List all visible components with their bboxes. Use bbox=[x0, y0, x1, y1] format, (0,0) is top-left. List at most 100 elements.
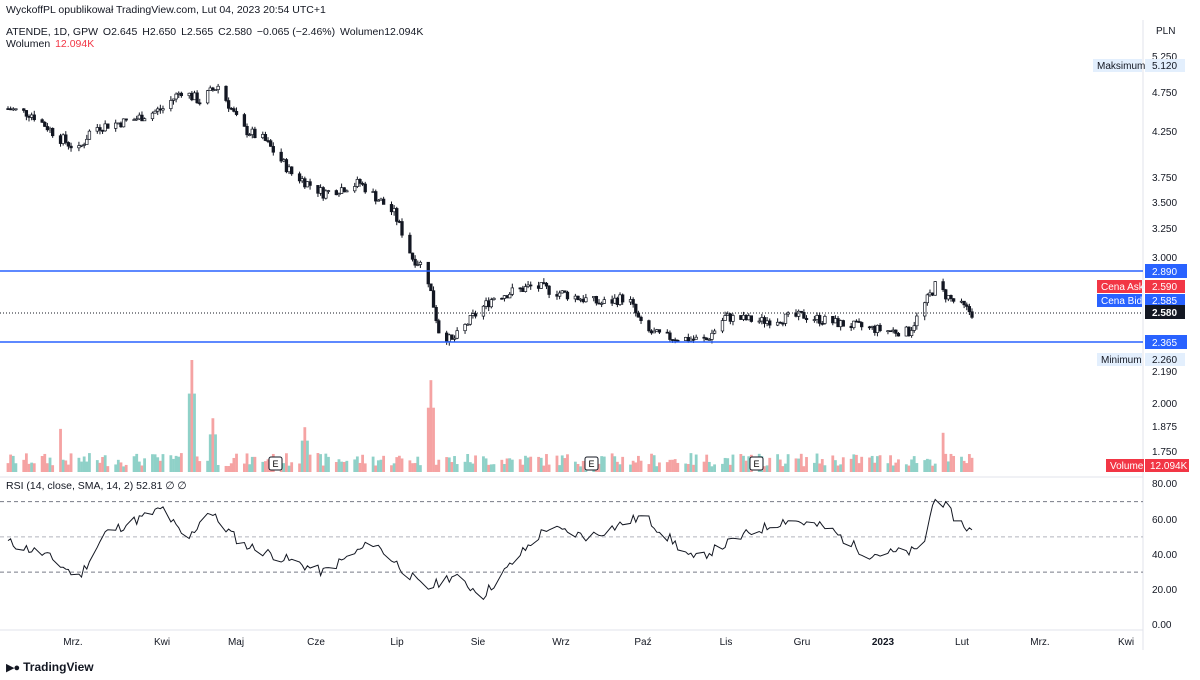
candle-body bbox=[345, 190, 349, 193]
candle-body bbox=[854, 320, 859, 323]
candle-body bbox=[878, 324, 882, 332]
volume-bar bbox=[723, 457, 727, 472]
rsi-legend[interactable]: RSI (14, close, SMA, 14, 2) 52.81 ∅ ∅ bbox=[6, 480, 187, 492]
volume-bar bbox=[763, 466, 766, 472]
volume-bar bbox=[358, 462, 362, 472]
volume-bar bbox=[768, 457, 772, 472]
candle-body bbox=[48, 127, 52, 131]
volume-bar bbox=[395, 457, 399, 472]
volume-bar bbox=[686, 464, 690, 472]
time-tick: Mrz. bbox=[63, 637, 82, 648]
symbol-label[interactable]: ATENDE, 1D, GPW bbox=[6, 26, 98, 38]
ohlc-high: H2.650 bbox=[142, 26, 177, 38]
volume-bar bbox=[728, 464, 732, 472]
candle-body bbox=[500, 297, 504, 300]
currency-label[interactable]: PLN bbox=[1156, 26, 1176, 37]
volume-bar bbox=[868, 457, 871, 472]
volume-bar bbox=[941, 432, 945, 472]
svg-text:2.260: 2.260 bbox=[1152, 355, 1177, 366]
candle-body bbox=[925, 294, 929, 304]
candle-body bbox=[657, 329, 662, 333]
volume-bar bbox=[870, 455, 874, 472]
volume-bar bbox=[114, 464, 118, 472]
earnings-marker[interactable]: E bbox=[268, 456, 283, 471]
support-price-tag: 2.365 bbox=[1145, 335, 1187, 349]
candle-body bbox=[510, 287, 514, 295]
earnings-marker[interactable]: E bbox=[749, 456, 764, 471]
volume-bar bbox=[647, 464, 651, 472]
volume-bar bbox=[174, 455, 178, 472]
volume-bar bbox=[103, 455, 107, 472]
volume-bar bbox=[224, 465, 228, 472]
svg-text:Cena Bid: Cena Bid bbox=[1101, 296, 1142, 307]
volume-bar bbox=[639, 460, 643, 472]
volume-bar bbox=[621, 456, 625, 472]
candle-body bbox=[526, 284, 530, 287]
candle-body bbox=[269, 140, 273, 147]
candle-body bbox=[886, 330, 890, 333]
price-axis[interactable]: 5.250 4.750 4.250 3.750 3.500 3.250 3.00… bbox=[1152, 52, 1177, 458]
volume-bar bbox=[944, 453, 948, 472]
candle-body bbox=[783, 313, 788, 324]
candle-body bbox=[195, 92, 199, 104]
earnings-marker[interactable]: E bbox=[584, 456, 599, 471]
volume-bar bbox=[22, 459, 26, 472]
ask-price-tag: Cena Ask 2.590 bbox=[1097, 280, 1185, 293]
candle-body bbox=[287, 166, 291, 173]
candle-body bbox=[728, 313, 732, 322]
time-axis[interactable]: Mrz. Kwi Maj Cze Lip Sie Wrz Paź Lis Gru… bbox=[63, 637, 1134, 648]
volume-bar bbox=[542, 465, 546, 472]
candle-body bbox=[508, 293, 512, 299]
volume-bar bbox=[345, 460, 349, 472]
volume-bar bbox=[891, 465, 895, 472]
candle-body bbox=[765, 320, 769, 324]
candle-body bbox=[305, 181, 310, 188]
candle-body bbox=[891, 329, 895, 332]
candle-body bbox=[694, 336, 698, 340]
candle-body bbox=[962, 300, 966, 306]
candle-body bbox=[888, 330, 893, 333]
volume-bar bbox=[264, 461, 267, 472]
volume-bar bbox=[416, 456, 420, 472]
ohlc-change: −0.065 (−2.46%) bbox=[256, 26, 336, 38]
volume-bar bbox=[43, 453, 47, 472]
legend-volume[interactable]: Wolumen 12.094K bbox=[6, 38, 96, 50]
volume-bar bbox=[48, 457, 52, 472]
volume-bar bbox=[9, 454, 13, 472]
volume-bar bbox=[447, 457, 451, 472]
volume-bar bbox=[243, 463, 246, 472]
volume-bar bbox=[778, 459, 782, 472]
volume-bar bbox=[560, 455, 564, 472]
candle-body bbox=[815, 315, 819, 320]
brand[interactable]: ▶● TradingView bbox=[6, 660, 94, 674]
rsi-axis[interactable]: 80.00 60.00 40.00 20.00 0.00 bbox=[1152, 479, 1177, 631]
candle-body bbox=[762, 317, 767, 324]
volume-bar bbox=[707, 461, 711, 472]
candle-body bbox=[389, 204, 394, 213]
time-tick: Paź bbox=[634, 637, 651, 648]
volume-bar bbox=[132, 456, 136, 472]
volume-bar bbox=[411, 463, 414, 472]
volume-bar bbox=[836, 465, 840, 472]
candle-body bbox=[873, 325, 877, 333]
candle-body bbox=[547, 285, 551, 295]
candle-body bbox=[875, 324, 880, 333]
candle-body bbox=[121, 118, 126, 128]
candle-body bbox=[158, 108, 162, 111]
brand-name: TradingView bbox=[23, 660, 94, 674]
candle-body bbox=[710, 332, 714, 340]
candle-body bbox=[628, 299, 633, 303]
candle-body bbox=[450, 334, 454, 340]
candle-body bbox=[339, 187, 344, 194]
svg-text:E: E bbox=[588, 459, 594, 469]
candle-body bbox=[618, 294, 622, 305]
volume-bar bbox=[376, 460, 380, 472]
volume-bar bbox=[98, 462, 102, 472]
price-tick: 1.875 bbox=[1152, 422, 1177, 433]
volume-bar bbox=[910, 459, 913, 472]
ohlc-open: O2.645 bbox=[102, 26, 138, 38]
volume-bar bbox=[445, 457, 449, 472]
candle-body bbox=[418, 261, 423, 265]
volume-bar bbox=[235, 453, 238, 472]
